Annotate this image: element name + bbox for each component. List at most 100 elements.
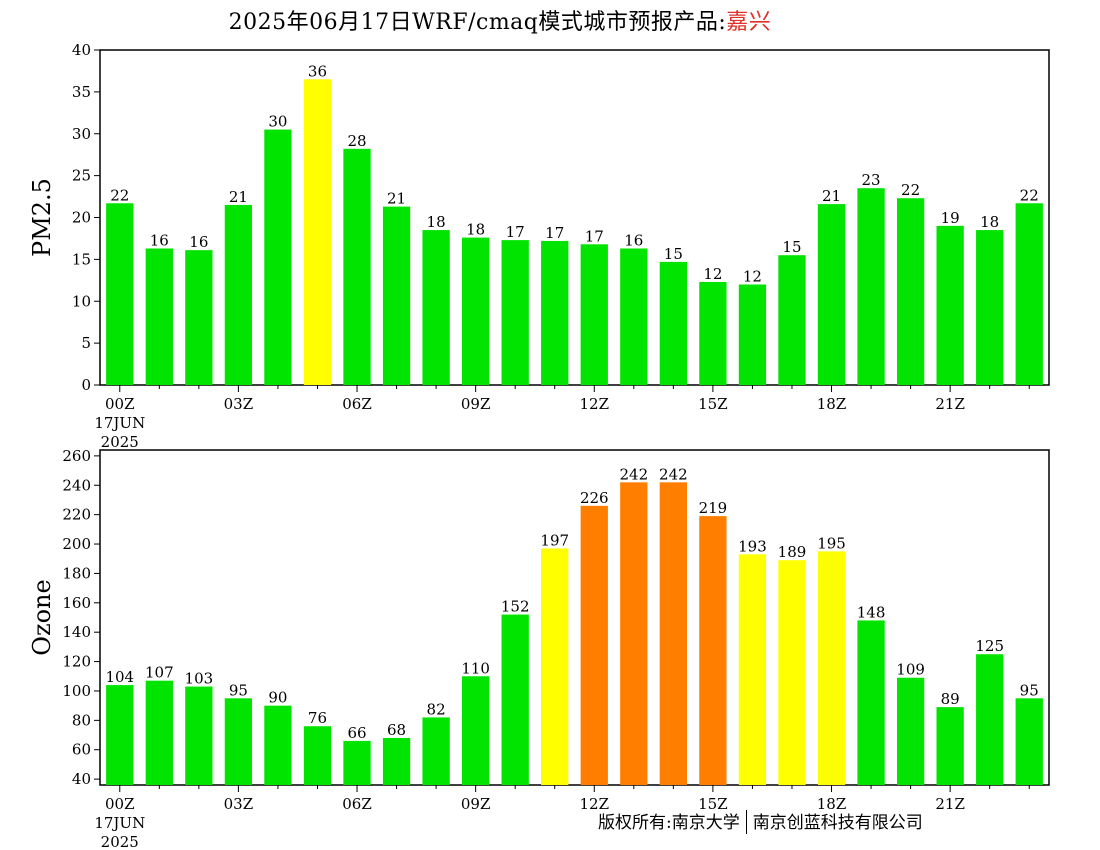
- ozone-bar: [264, 705, 292, 785]
- pm25-y-tick-label: 25: [72, 167, 91, 185]
- ozone-bar: [145, 680, 173, 785]
- pm25-bar: [501, 240, 529, 385]
- ozone-bar: [620, 482, 648, 785]
- pm25-x-tick-label: 12Z: [580, 395, 610, 413]
- ozone-x-tick-label: 06Z: [342, 795, 372, 813]
- ozone-bar: [778, 560, 806, 785]
- pm25-x-tick-label: 21Z: [935, 395, 965, 413]
- pm25-bar-value-label: 21: [229, 188, 248, 206]
- pm25-bar: [778, 255, 806, 385]
- ozone-bar: [185, 686, 213, 785]
- pm25-bar-value-label: 18: [427, 213, 446, 231]
- ozone-y-tick-label: 100: [62, 682, 91, 700]
- ozone-bar: [224, 698, 253, 785]
- ozone-bar: [659, 482, 687, 785]
- pm25-x-tick-label: 18Z: [817, 395, 847, 413]
- ozone-bar: [303, 726, 332, 785]
- ozone-x-tick-label: 09Z: [461, 795, 491, 813]
- pm25-bar-value-label: 18: [980, 213, 999, 231]
- ozone-bar: [541, 548, 569, 785]
- ozone-y-tick-label: 260: [62, 447, 91, 465]
- pm25-bar-value-label: 28: [347, 132, 366, 150]
- pm25-bar-value-label: 16: [624, 231, 643, 249]
- pm25-bar: [857, 188, 885, 385]
- ozone-plot-frame: [99, 449, 1050, 786]
- ozone-bar-value-label: 90: [268, 689, 287, 707]
- pm25-bar-value-label: 16: [150, 231, 169, 249]
- pm25-bar: [1015, 203, 1043, 385]
- pm25-bar: [580, 244, 608, 385]
- copyright-left: 版权所有:南京大学: [598, 813, 740, 833]
- ozone-y-tick-label: 80: [72, 711, 91, 729]
- pm25-bar-value-label: 17: [545, 224, 564, 242]
- ozone-bar-value-label: 189: [778, 543, 807, 561]
- ozone-bar: [1015, 698, 1043, 785]
- ozone-x-date-label: 2025: [101, 833, 139, 850]
- pm25-bar-value-label: 15: [782, 238, 801, 256]
- pm25-bar: [224, 204, 253, 385]
- ozone-bar: [382, 737, 411, 785]
- ozone-bar-value-label: 125: [975, 637, 1004, 655]
- pm25-bar-value-label: 19: [941, 209, 960, 227]
- ozone-bar-value-label: 152: [501, 598, 530, 616]
- ozone-bar: [343, 740, 371, 785]
- ozone-bar-value-label: 242: [619, 465, 648, 483]
- pm25-x-tick-label: 09Z: [461, 395, 491, 413]
- pm25-bar: [303, 79, 332, 385]
- ozone-bar-value-label: 103: [185, 670, 214, 688]
- pm25-bar: [264, 129, 292, 385]
- ozone-x-tick-label: 15Z: [698, 795, 728, 813]
- ozone-y-tick-label: 240: [62, 476, 91, 494]
- ozone-bar: [936, 707, 964, 785]
- ozone-bar-value-label: 68: [387, 721, 406, 739]
- pm25-y-tick-label: 10: [72, 292, 91, 310]
- ozone-y-tick-label: 200: [62, 535, 91, 553]
- ozone-y-tick-label: 60: [72, 741, 91, 759]
- ozone-y-tick-label: 140: [62, 623, 91, 641]
- pm25-y-tick-label: 20: [72, 209, 91, 227]
- footer-divider: [745, 810, 747, 834]
- ozone-bar-value-label: 66: [347, 724, 366, 742]
- pm25-y-tick-label: 15: [72, 250, 91, 268]
- pm25-y-axis-label: PM2.5: [28, 178, 56, 257]
- pm25-y-tick-label: 35: [72, 83, 91, 101]
- pm25-bar-value-label: 17: [585, 227, 604, 245]
- ozone-bar: [501, 614, 529, 785]
- pm25-bar: [659, 261, 687, 385]
- pm25-bar-value-label: 21: [822, 187, 841, 205]
- pm25-bar: [185, 250, 213, 385]
- pm25-y-tick-label: 30: [72, 125, 91, 143]
- pm25-bar: [382, 206, 411, 385]
- pm25-bar: [976, 230, 1004, 385]
- pm25-bar-value-label: 12: [703, 265, 722, 283]
- pm25-bar: [738, 284, 767, 385]
- pm25-x-tick-label: 15Z: [698, 395, 728, 413]
- pm25-y-tick-label: 0: [81, 376, 91, 394]
- pm25-bar: [620, 248, 648, 385]
- ozone-bar-value-label: 110: [461, 659, 490, 677]
- ozone-y-tick-label: 180: [62, 564, 91, 582]
- title-city: 嘉兴: [726, 10, 772, 35]
- ozone-bar: [462, 676, 490, 785]
- pm25-bar: [106, 203, 134, 385]
- pm25-bar-value-label: 17: [506, 223, 525, 241]
- ozone-x-tick-label: 21Z: [935, 795, 965, 813]
- ozone-bar: [106, 685, 134, 785]
- ozone-bar: [896, 677, 925, 785]
- ozone-y-axis-label: Ozone: [28, 579, 56, 655]
- ozone-y-tick-label: 120: [62, 653, 91, 671]
- pm25-y-tick-label: 5: [81, 334, 91, 352]
- ozone-x-tick-label: 18Z: [817, 795, 847, 813]
- ozone-bar-value-label: 195: [817, 534, 846, 552]
- pm25-bar: [936, 225, 964, 385]
- pm25-x-date-label: 2025: [101, 433, 139, 451]
- ozone-bar: [738, 554, 767, 785]
- pm25-x-tick-label: 06Z: [342, 395, 372, 413]
- ozone-bar-value-label: 242: [659, 465, 688, 483]
- pm25-x-date-label: 17JUN: [94, 414, 145, 432]
- ozone-bar: [976, 654, 1004, 785]
- pm25-bar: [541, 240, 569, 385]
- pm25-bar-value-label: 16: [189, 233, 208, 251]
- ozone-bar-value-label: 197: [540, 531, 569, 549]
